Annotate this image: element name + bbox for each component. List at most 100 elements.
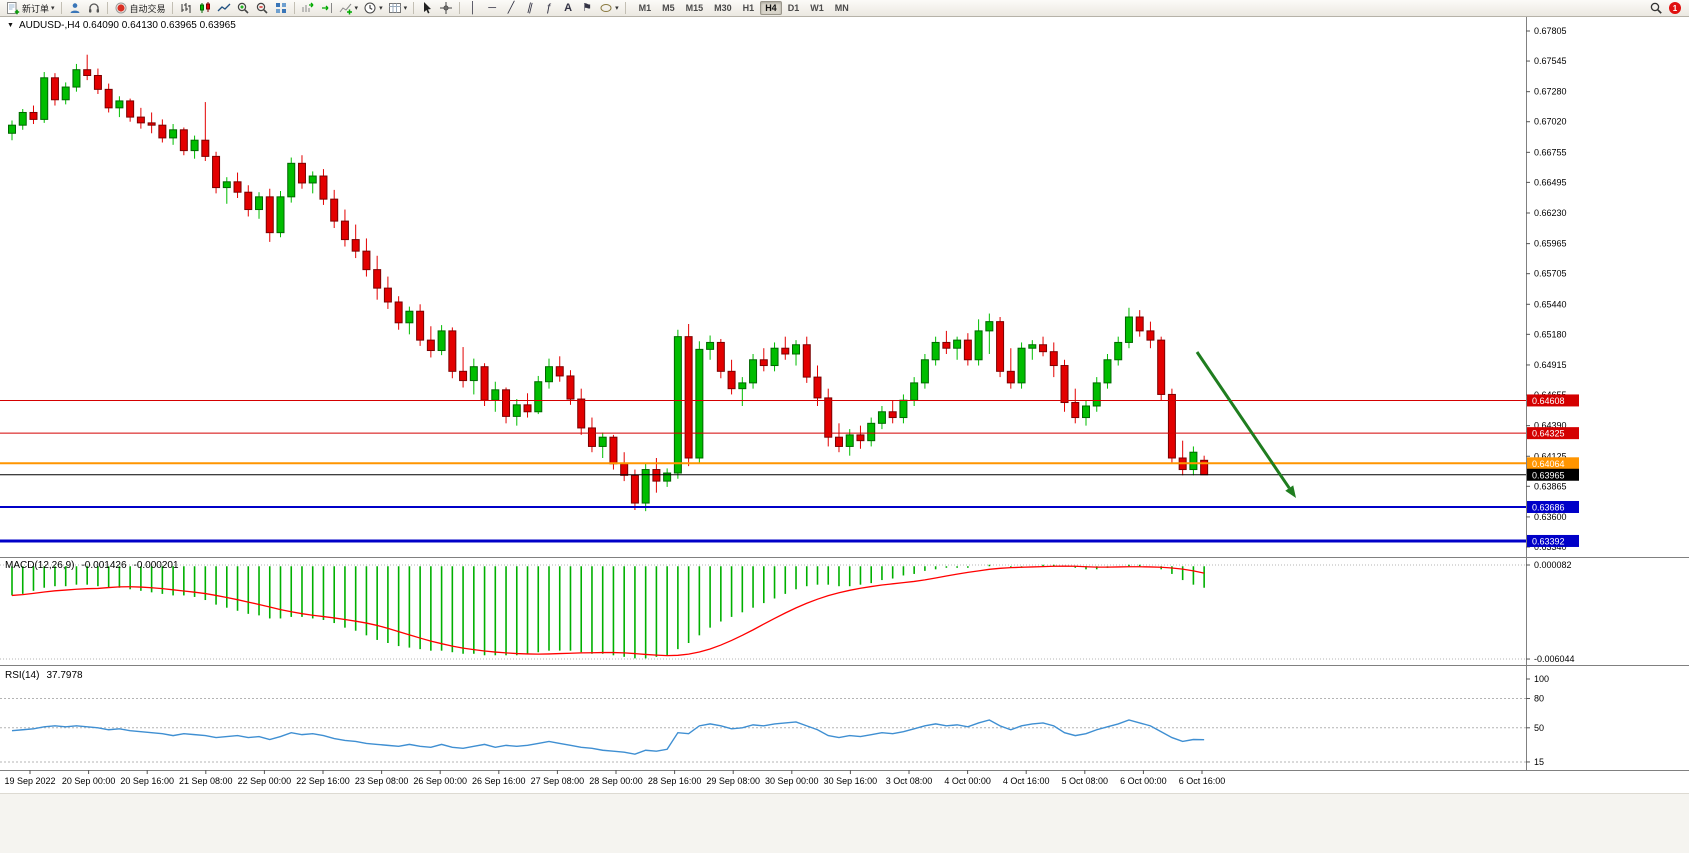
macd-axis-label: -0.006044: [1534, 654, 1575, 664]
timeframe-button-mn[interactable]: MN: [834, 3, 849, 13]
timeframe-button-m5[interactable]: M5: [662, 3, 675, 13]
timeframe-button-h1[interactable]: H1: [742, 3, 755, 13]
chart-shift-icon: [321, 3, 332, 13]
rsi-axis-label: 15: [1534, 757, 1544, 767]
price-axis-label: 0.67545: [1534, 56, 1567, 66]
zoom-out-button[interactable]: [253, 1, 271, 16]
toolbar-right-group: 1: [1649, 1, 1685, 15]
time-axis-label: 22 Sep 16:00: [296, 776, 350, 786]
autoscroll-button[interactable]: [299, 1, 317, 16]
label-tool-button[interactable]: ⚑: [578, 1, 596, 16]
chevron-down-icon: ▾: [403, 4, 408, 12]
shapes-icon: [600, 4, 612, 12]
new-order-button[interactable]: 新订单 ▾: [4, 1, 57, 16]
trendline-icon: ╱: [507, 2, 515, 14]
candles-group: [8, 54, 1209, 512]
support-button[interactable]: [85, 1, 103, 16]
templates-button[interactable]: ▾: [386, 1, 410, 16]
timeframe-button-m1[interactable]: M1: [638, 3, 652, 13]
price-axis-label: 0.65180: [1534, 329, 1567, 339]
time-axis-label: 23 Sep 08:00: [355, 776, 409, 786]
chart-canvas[interactable]: 0.67805 0.67545 0.67280 0.67020 0.66755 0.664…: [0, 17, 1689, 852]
channel-icon: ∥: [525, 1, 535, 15]
window-bottom-area: [0, 793, 1689, 853]
bar-chart-button[interactable]: [177, 1, 195, 16]
channel-button[interactable]: ∥: [521, 1, 539, 16]
profile-button[interactable]: [66, 1, 84, 16]
vertical-line-icon: │: [469, 2, 477, 14]
macd-main-value: -0.001426: [81, 560, 127, 571]
panel-frame: [0, 17, 1689, 771]
line-chart-icon: [217, 3, 231, 12]
timeframe-button-h4[interactable]: H4: [760, 1, 782, 15]
crosshair-button[interactable]: [437, 1, 455, 16]
vertical-line-button[interactable]: │: [464, 1, 482, 16]
chevron-down-icon: ▾: [615, 4, 619, 12]
timeframe-button-w1[interactable]: W1: [810, 3, 824, 13]
price-axis-label: 0.67805: [1534, 26, 1567, 36]
crosshair-icon: [440, 2, 453, 14]
timeframe-button-d1[interactable]: D1: [787, 3, 800, 13]
price-axis-label: 0.66755: [1534, 147, 1567, 157]
symbol-dropdown-icon[interactable]: ▼: [7, 22, 14, 29]
horizontal-line-button[interactable]: ─: [483, 1, 501, 16]
trendline-button[interactable]: ╱: [502, 1, 520, 16]
trend-arrow[interactable]: [1195, 351, 1296, 498]
timeframe-group: M1 M5 M15 M30 H1 H4 D1 W1 MN: [634, 1, 854, 15]
zoom-in-button[interactable]: [234, 1, 252, 16]
rsi-label: RSI(14) 37.7978: [5, 670, 83, 681]
fibonacci-button[interactable]: ƒ: [540, 1, 558, 16]
price-tag-label: 0.64064: [1532, 459, 1565, 469]
autotrade-status-icon: [115, 2, 127, 14]
line-chart-button[interactable]: [215, 1, 233, 16]
rsi-axis-label: 50: [1534, 723, 1544, 733]
tile-windows-button[interactable]: [272, 1, 290, 16]
time-axis-label: 21 Sep 08:00: [179, 776, 233, 786]
candlestick-chart-button[interactable]: [196, 1, 214, 16]
timeframe-button-m30[interactable]: M30: [714, 3, 732, 13]
zoom-out-icon: [256, 2, 268, 14]
time-axis-label: 30 Sep 00:00: [765, 776, 819, 786]
price-tag: [1527, 500, 1579, 513]
text-tool-icon: A: [564, 2, 573, 14]
time-axis-label: 20 Sep 00:00: [62, 776, 116, 786]
indicators-button[interactable]: ▾: [337, 1, 361, 16]
price-axis-label: 0.65965: [1534, 239, 1567, 249]
chart-shift-button[interactable]: [318, 1, 336, 16]
macd-group: 0.000082 -0.006044: [0, 560, 1575, 664]
symbol-header: ▼ AUDUSD-,H4 0.64090 0.64130 0.63965 0.6…: [7, 20, 236, 31]
price-axis-label: 0.63600: [1534, 512, 1567, 522]
text-tool-button[interactable]: A: [559, 1, 577, 16]
notifications-badge[interactable]: 1: [1669, 2, 1681, 14]
time-axis-label: 30 Sep 16:00: [824, 776, 878, 786]
price-axis-label: 0.63865: [1534, 481, 1567, 491]
search-icon[interactable]: [1649, 1, 1663, 15]
cursor-button[interactable]: [418, 1, 436, 16]
clock-icon: [364, 2, 376, 14]
time-axis-label: 6 Oct 16:00: [1179, 776, 1226, 786]
macd-signal-value: -0.000201: [133, 560, 179, 571]
toolbar-separator: [413, 2, 415, 14]
candlestick-icon: [199, 2, 210, 13]
main-toolbar: 新订单 ▾ 自动交易: [0, 0, 1689, 17]
time-axis-label: 19 Sep 2022: [4, 776, 55, 786]
template-icon: [388, 3, 401, 13]
price-tag: [1527, 534, 1579, 547]
timeframe-button-m15[interactable]: M15: [685, 3, 704, 13]
price-tag-label: 0.63965: [1532, 470, 1565, 480]
time-axis: 19 Sep 2022 20 Sep 00:00 20 Sep 16:00 21 Se…: [4, 770, 1225, 786]
autoscroll-icon: [302, 2, 314, 12]
time-axis-label: 28 Sep 00:00: [589, 776, 643, 786]
price-axis-label: 0.64390: [1534, 421, 1567, 431]
bar-chart-icon: [181, 3, 191, 13]
macd-signal-line: [11, 565, 1205, 657]
autotrade-label: 自动交易: [129, 3, 166, 14]
shapes-button[interactable]: ▾: [597, 1, 621, 16]
person-icon: [70, 3, 79, 13]
chart-window[interactable]: 0.67805 0.67545 0.67280 0.67020 0.66755 0.664…: [0, 17, 1689, 853]
time-axis-label: 20 Sep 16:00: [120, 776, 174, 786]
periods-button[interactable]: ▾: [361, 1, 385, 16]
autotrade-button[interactable]: 自动交易: [112, 1, 168, 16]
time-axis-label: 22 Sep 00:00: [238, 776, 292, 786]
price-axis-label: 0.65440: [1534, 299, 1567, 309]
